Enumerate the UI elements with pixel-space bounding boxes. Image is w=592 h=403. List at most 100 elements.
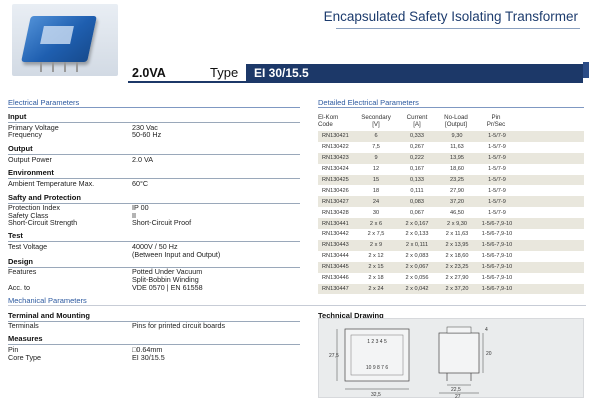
cell-code: RN130426 <box>322 187 349 194</box>
cell-cur: 0,333 <box>410 133 424 140</box>
type-bar <box>246 64 583 81</box>
col-header-secondary: Secondary [V] <box>356 114 396 128</box>
param-label: Primary Voltage <box>8 123 59 132</box>
param-value: 50-60 Hz <box>132 130 162 139</box>
group-input: Input <box>8 112 300 123</box>
cell-cur: 2 x 0,083 <box>405 253 429 260</box>
cell-pin: 1-5/7-9 <box>488 187 506 194</box>
cell-pin: 1-5/6-7,9-10 <box>481 220 513 227</box>
param-label: Short-Circuit Strength <box>8 218 78 227</box>
electrical-section-title: Electrical Parameters <box>8 98 80 107</box>
param-label: Safety Class <box>8 210 49 220</box>
table-row: RN130447 2 x 24 2 x 0,042 2 x 37,20 1-5/6-7,… <box>318 283 584 295</box>
cell-pin: 1-5/7-9 <box>488 198 506 205</box>
header-line: Pin <box>491 114 501 121</box>
pin-numbers-top: 1 2 3 4 5 <box>367 339 387 345</box>
param-value: VDE 0570 | EN 61558 <box>132 283 203 292</box>
cell-nl: 18,60 <box>450 166 464 173</box>
type-value: EI 30/15.5 <box>254 66 309 80</box>
cell-nl: 2 x 27,90 <box>445 275 469 282</box>
cell-nl: 2 x 23,25 <box>445 264 469 271</box>
cell-pin: 1-5/7-9 <box>488 144 506 151</box>
param-value: (Between Input and Output) <box>132 250 221 259</box>
table-row: RN130442 2 x 7,5 2 x 0,133 2 x 11,63 1-5/6-7… <box>318 229 584 240</box>
table-row: RN130445 2 x 15 2 x 0,067 2 x 23,25 1-5/6-7,… <box>318 261 584 273</box>
cell-sec: 12 <box>372 166 380 173</box>
cell-nl: 13,95 <box>450 155 464 162</box>
header-line: [V] <box>372 121 380 128</box>
cell-nl: 2 x 18,60 <box>445 253 469 260</box>
cell-code: RN130422 <box>322 144 349 151</box>
cell-pin: 1-5/7-9 <box>488 209 506 216</box>
param-label: Terminals <box>8 321 39 330</box>
transformer-pin <box>52 62 54 72</box>
cell-code: RN130428 <box>322 209 349 216</box>
param-label: Features <box>8 267 37 276</box>
cell-cur: 0,267 <box>410 144 424 151</box>
cell-sec: 2 x 7,5 <box>367 231 385 238</box>
col-header-code: El-Kom Code <box>318 114 348 128</box>
front-view-outline <box>344 328 410 382</box>
cell-nl: 2 x 11,63 <box>445 231 469 238</box>
cell-cur: 2 x 0,111 <box>405 242 429 249</box>
group-terminal-mounting: Terminal and Mounting <box>8 311 300 322</box>
cell-pin: 1-5/6-7,9-10 <box>481 253 513 260</box>
section-rule <box>318 107 584 108</box>
cell-sec: 15 <box>372 176 380 183</box>
table-row: RN130427 24 0,083 37,20 1-5/7-9 <box>318 196 584 208</box>
col-header-pin: Pin Pr/Sec <box>476 114 516 128</box>
transformer-pin <box>64 62 66 72</box>
cell-sec: 18 <box>372 187 380 194</box>
cell-cur: 0,133 <box>410 176 424 183</box>
panel-divider <box>8 305 586 306</box>
front-view-inner <box>350 334 404 376</box>
page-title: Encapsulated Safety Isolating Transforme… <box>323 9 578 24</box>
table-row: RN130444 2 x 12 2 x 0,083 2 x 18,60 1-5/6-7,… <box>318 251 584 262</box>
param-label: Output Power <box>8 155 52 164</box>
cell-cur: 2 x 0,067 <box>405 264 429 271</box>
page-edge-marker <box>583 62 589 78</box>
cell-pin: 1-5/6-7,9-10 <box>481 264 513 271</box>
cell-nl: 9,30 <box>451 133 463 140</box>
cell-code: RN130443 <box>322 242 349 249</box>
cell-nl: 23,25 <box>450 176 464 183</box>
transformer-pin <box>76 62 78 72</box>
cell-sec: 2 x 9 <box>369 242 383 249</box>
cell-sec: 30 <box>372 209 380 216</box>
dim-pin-span: 22,5 <box>451 387 461 393</box>
table-row: RN130426 18 0,111 27,90 1-5/7-9 <box>318 186 584 197</box>
cell-code: RN130441 <box>322 220 349 227</box>
drawing-svg: 1 2 3 4 5 10 9 8 7 6 27,5 32,5 4 20 22,5… <box>329 326 492 400</box>
mechanical-section-title: Mechanical Parameters <box>8 296 87 305</box>
cell-code: RN130444 <box>322 253 349 260</box>
cell-sec: 6 <box>374 133 378 140</box>
group-design: Design <box>8 257 300 268</box>
product-photo <box>12 4 118 76</box>
cell-pin: 1-5/7-9 <box>488 133 506 140</box>
dim-depth: 27 <box>455 394 461 399</box>
cell-code: RN130424 <box>322 166 349 173</box>
technical-drawing: 1 2 3 4 5 10 9 8 7 6 27,5 32,5 4 20 22,5… <box>318 318 584 400</box>
cell-pin: 1-5/7-9 <box>488 166 506 173</box>
group-environment: Environment <box>8 168 300 179</box>
cell-cur: 0,167 <box>410 166 424 173</box>
side-view-top <box>446 326 472 334</box>
cell-nl: 2 x 13,95 <box>445 242 469 249</box>
cell-nl: 2 x 37,20 <box>445 285 469 292</box>
cell-pin: 1-5/6-7,9-10 <box>481 231 513 238</box>
cell-sec: 2 x 6 <box>369 220 383 227</box>
cell-cur: 2 x 0,056 <box>405 275 429 282</box>
header-line: Code <box>318 121 333 128</box>
cell-sec: 9 <box>374 155 378 162</box>
param-value: 230 Vac <box>132 123 158 132</box>
cell-sec: 7,5 <box>372 144 380 151</box>
cell-code: RN130425 <box>322 176 349 183</box>
param-value: 4000V / 50 Hz <box>132 242 178 251</box>
cell-nl: 37,20 <box>450 198 464 205</box>
table-row: RN130422 7,5 0,267 11,63 1-5/7-9 <box>318 142 584 153</box>
cell-sec: 24 <box>372 198 380 205</box>
cell-nl: 27,90 <box>450 187 464 194</box>
header-line: Pr/Sec <box>486 121 506 128</box>
cell-cur: 2 x 0,042 <box>405 285 429 292</box>
group-output: Output <box>8 144 300 155</box>
